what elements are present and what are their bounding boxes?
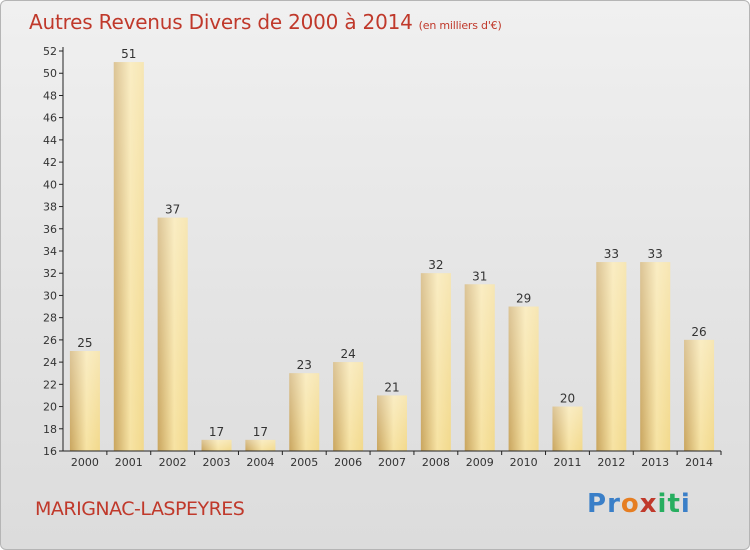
data-label: 17 [253,425,268,439]
chart-title-text: Autres Revenus Divers de 2000 à 2014 [29,10,413,34]
y-tick-label: 16 [43,445,57,458]
data-label: 23 [297,358,312,372]
y-tick-label: 36 [43,223,57,236]
y-tick-label: 52 [43,45,57,58]
x-tick-label: 2012 [597,456,625,469]
bar-highlight [420,273,451,451]
y-tick-label: 42 [43,156,57,169]
data-label: 33 [648,247,663,261]
y-tick-label: 40 [43,178,57,191]
bar-highlight [508,306,539,451]
y-tick-label: 46 [43,112,57,125]
data-label: 32 [428,258,443,272]
data-label: 21 [384,380,399,394]
data-label: 17 [209,425,224,439]
logo-letter: i [657,489,668,519]
data-label: 33 [604,247,619,261]
y-tick-label: 20 [43,401,57,414]
data-label: 29 [516,292,531,306]
x-tick-label: 2008 [422,456,450,469]
data-label: 37 [165,203,180,217]
logo-letter: r [607,489,621,519]
x-tick-label: 2006 [334,456,362,469]
chart-unit: (en milliers d'€) [418,19,502,32]
bar-highlight [552,406,583,451]
x-tick-label: 2004 [246,456,274,469]
bar-highlight [201,439,232,451]
x-tick-label: 2011 [553,456,581,469]
logo-letter: x [639,489,658,519]
x-tick-label: 2010 [510,456,538,469]
data-label: 25 [77,336,92,350]
y-tick-label: 32 [43,267,57,280]
bar-highlight [596,262,627,451]
y-tick-label: 24 [43,356,57,369]
x-tick-label: 2013 [641,456,669,469]
logo-letter: i [680,489,691,519]
chart-title: Autres Revenus Divers de 2000 à 2014 (en … [29,10,502,34]
y-tick-label: 22 [43,378,57,391]
bar-highlight [157,217,188,451]
y-tick-label: 34 [43,245,57,258]
bar-highlight [684,339,715,451]
bar-highlight [113,62,144,451]
x-tick-label: 2003 [203,456,231,469]
y-tick-label: 30 [43,289,57,302]
y-tick-label: 44 [43,134,57,147]
proxiti-logo: Proxiti [587,489,691,519]
x-tick-label: 2002 [159,456,187,469]
x-tick-label: 2007 [378,456,406,469]
y-tick-label: 38 [43,201,57,214]
bar-highlight [245,439,276,451]
data-label: 51 [121,47,136,61]
bar-highlight [640,262,671,451]
data-label: 20 [560,392,575,406]
x-tick-label: 2014 [685,456,713,469]
x-tick-label: 2000 [71,456,99,469]
bar-highlight [464,284,495,451]
location-name: MARIGNAC-LASPEYRES [35,498,245,520]
x-tick-label: 2009 [466,456,494,469]
logo-letter: t [667,489,681,519]
x-tick-label: 2001 [115,456,143,469]
y-tick-label: 50 [43,67,57,80]
data-label: 31 [472,269,487,283]
y-tick-label: 28 [43,312,57,325]
bar-highlight [289,373,320,451]
bar-highlight [377,395,407,451]
data-label: 26 [691,325,706,339]
logo-letter: o [620,489,640,519]
bar-highlight [69,351,100,451]
logo-letter: P [587,489,608,519]
bar-highlight [333,362,364,451]
x-tick-label: 2005 [290,456,318,469]
data-label: 24 [340,347,355,361]
y-tick-label: 18 [43,423,57,436]
y-tick-label: 26 [43,334,57,347]
y-tick-label: 48 [43,89,57,102]
